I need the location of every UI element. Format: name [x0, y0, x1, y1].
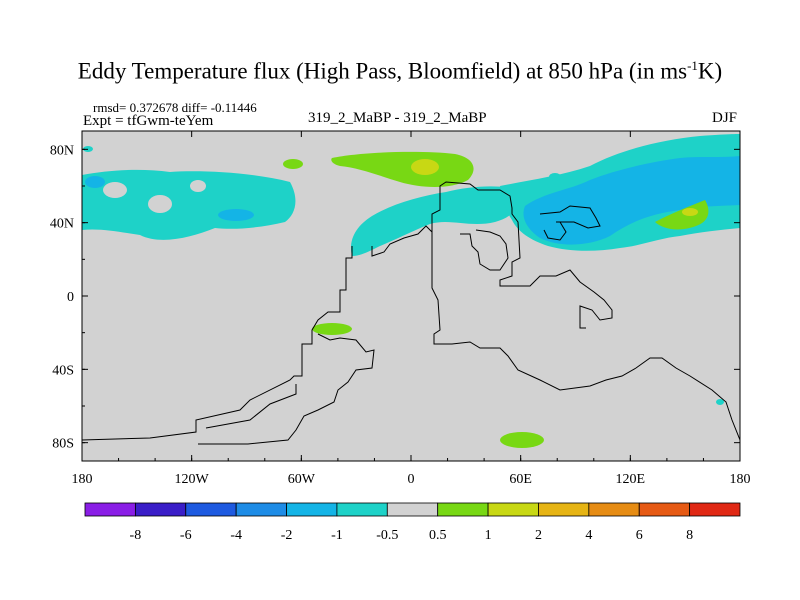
colorbar-label: 8 [686, 528, 693, 543]
coastline-eurasia [431, 181, 613, 329]
colorbar-swatch [538, 502, 590, 517]
colorbar-swatch [588, 502, 640, 517]
y-tick-label: 40N [50, 217, 74, 232]
x-tick-label: 60E [509, 472, 532, 487]
region-pacific-green [655, 200, 709, 230]
coastline-africa [431, 232, 740, 441]
coastlines [82, 181, 740, 445]
region-np-hole-2 [148, 195, 172, 213]
region-arctic-yellow [411, 159, 439, 175]
y-tick-label: 0 [67, 290, 74, 305]
x-tick-label: 180 [730, 472, 751, 487]
coastline-mideast [460, 229, 509, 271]
x-tick-label: 120E [616, 472, 646, 487]
y-tick-label: 40S [52, 363, 74, 378]
colorbar-swatch [84, 502, 136, 517]
coastline-india [543, 221, 567, 241]
colorbar-swatch [235, 502, 287, 517]
difference-label: 319_2_MaBP - 319_2_MaBP [308, 110, 487, 126]
colorbar-swatch [689, 502, 741, 517]
region-np-blue-1 [218, 209, 254, 221]
region-south-america-green [312, 323, 352, 335]
stats-text: rmsd= 0.372678 diff= -0.11446 [93, 100, 257, 115]
colorbar-label: 0.5 [429, 528, 447, 543]
coastline-south-america [198, 333, 375, 445]
region-north-pacific [82, 169, 296, 240]
colorbar-label: -6 [180, 528, 192, 543]
region-pacific-yellow [682, 208, 698, 216]
x-tick-label: 60W [288, 472, 316, 487]
colorbar-label: 4 [585, 528, 592, 543]
contour-fields [82, 134, 740, 448]
y-tick-label: 80S [52, 437, 74, 452]
x-tick-label: 120W [175, 472, 210, 487]
colorbar-label: -8 [130, 528, 142, 543]
x-tick-label: 180 [72, 472, 93, 487]
region-asia-blue-2 [535, 218, 605, 242]
season-label: DJF [712, 110, 738, 126]
chart-title: Eddy Temperature flux (High Pass, Bloomf… [77, 58, 723, 84]
coastline-peninsula [205, 384, 297, 429]
colorbar-label: 2 [535, 528, 542, 543]
colorbar-swatch [286, 502, 338, 517]
colorbar-swatch [336, 502, 388, 517]
region-np-hole-3 [190, 180, 206, 192]
colorbar: -8 -6 -4 -2 -1 -0.5 0.5 1 2 4 6 8 [84, 502, 741, 543]
experiment-label: Expt = tfGwm-teYem [83, 113, 214, 129]
colorbar-label: -1 [331, 528, 343, 543]
region-southern-ocean-green [500, 432, 544, 448]
region-north-atlantic [350, 186, 520, 256]
axis-ticks: 180 120W 60W 0 60E 120E 180 80N 40N 0 40S 80S [50, 131, 751, 487]
colorbar-swatch [487, 502, 539, 517]
region-cyan-dot-3 [549, 173, 561, 181]
colorbar-label: 1 [485, 528, 492, 543]
region-cyan-dot-1 [716, 399, 724, 405]
coastline-americas [82, 225, 433, 441]
coastline-east-asia [539, 205, 601, 229]
region-np-hole-1 [103, 182, 127, 198]
colorbar-swatch [638, 502, 691, 517]
y-tick-label: 80N [50, 143, 74, 158]
colorbar-label: 6 [636, 528, 643, 543]
x-tick-label: 0 [408, 472, 415, 487]
colorbar-swatch [185, 502, 237, 517]
colorbar-swatch [437, 502, 489, 517]
colorbar-label: -4 [230, 528, 242, 543]
region-arctic-small-green [283, 159, 303, 169]
colorbar-label: -0.5 [376, 528, 398, 543]
region-np-blue-2 [85, 176, 105, 188]
colorbar-swatch [386, 502, 439, 517]
colorbar-swatch [134, 502, 187, 517]
colorbar-label: -2 [281, 528, 293, 543]
region-arctic-green [331, 151, 474, 187]
